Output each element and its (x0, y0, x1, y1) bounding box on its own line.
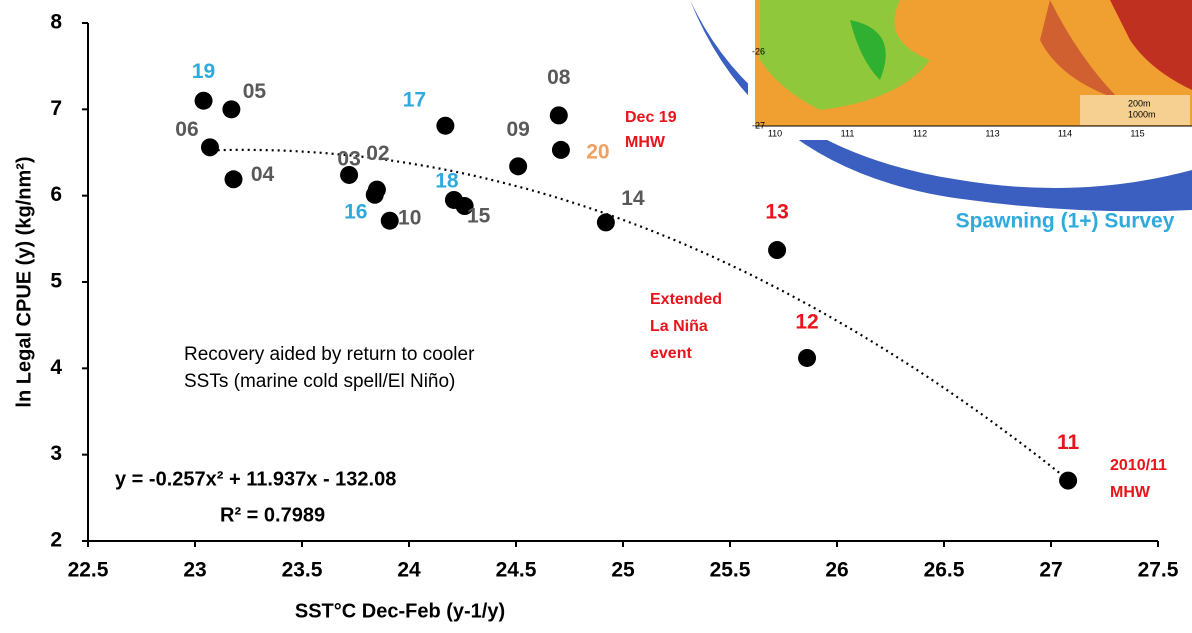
point (195, 92, 213, 110)
map-x-label: 110 (768, 128, 782, 138)
r-squared: R² = 0.7989 (220, 504, 325, 526)
y-axis-label: ln Legal CPUE (y) (kg/nm²) (13, 156, 35, 407)
map-x-label: 112 (913, 128, 927, 138)
x-tick-label: 26 (825, 559, 848, 582)
point (768, 241, 786, 259)
map-x-label: 115 (1130, 128, 1144, 138)
point (225, 170, 243, 188)
x-axis-label: SST°C Dec-Feb (y-1/y) (295, 600, 505, 622)
map-x-label: 113 (985, 128, 999, 138)
point-label: 04 (251, 163, 275, 186)
point-label: 05 (243, 80, 267, 103)
point (222, 100, 240, 118)
x-tick-label: 22.5 (68, 559, 109, 582)
x-tick-label: 24 (397, 559, 421, 582)
annotation: MHW (625, 134, 666, 151)
point-label: 12 (795, 311, 818, 334)
y-tick-label: 8 (50, 11, 62, 34)
map-x-label: 114 (1058, 128, 1072, 138)
annotation: La Niña (650, 318, 708, 335)
chart: 234567822.52323.52424.52525.52626.52727.… (0, 0, 1192, 628)
y-tick-label: 7 (50, 97, 62, 120)
x-tick-label: 25 (611, 559, 635, 582)
point (366, 186, 384, 204)
annotation: Dec 19 (625, 109, 677, 126)
x-tick-label: 24.5 (496, 559, 537, 582)
equation: y = -0.257x² + 11.937x - 132.08 (115, 468, 396, 490)
point (550, 106, 568, 124)
point-label: 11 (1057, 431, 1080, 454)
point-label: 03 (337, 147, 360, 170)
x-tick-label: 23.5 (282, 559, 323, 582)
point (201, 138, 219, 156)
point-label: 02 (366, 142, 389, 165)
point-label: 15 (467, 205, 491, 228)
annotation: MHW (1110, 484, 1151, 501)
y-tick-label: 3 (50, 442, 62, 465)
point-label: 09 (506, 118, 529, 141)
point (381, 212, 399, 230)
map-legend: 1000m (1128, 109, 1156, 119)
map-legend: 200m (1128, 98, 1151, 108)
point (798, 349, 816, 367)
annotation: Extended (650, 291, 722, 308)
point-label: 14 (621, 187, 645, 210)
annotation: Recovery aided by return to cooler (184, 344, 475, 365)
map-y-label: -26 (752, 46, 765, 56)
point-label: 18 (435, 170, 459, 193)
point-label: 10 (398, 206, 421, 229)
annotation: SSTs (marine cold spell/El Niño) (184, 371, 455, 392)
y-tick-label: 5 (50, 270, 62, 293)
map-x-label: 111 (841, 128, 855, 138)
y-tick-label: 6 (50, 183, 62, 206)
y-tick-label: 2 (50, 529, 62, 552)
y-tick-label: 4 (50, 356, 62, 379)
inset (690, 0, 1192, 211)
point-label: 19 (192, 60, 215, 83)
x-tick-label: 25.5 (710, 559, 751, 582)
point-label: 13 (765, 201, 788, 224)
x-tick-label: 23 (183, 559, 206, 582)
map-y-label: -27 (752, 120, 765, 130)
point-label: 17 (403, 88, 426, 111)
point (597, 213, 615, 231)
point-label: 16 (344, 200, 367, 223)
point-label: 06 (175, 118, 198, 141)
annotation: event (650, 345, 692, 362)
x-tick-label: 26.5 (924, 559, 965, 582)
point (509, 157, 527, 175)
x-tick-label: 27 (1039, 559, 1062, 582)
point-label: 20 (586, 140, 609, 163)
annotation: 2010/11 (1110, 457, 1167, 474)
annotation: Spawning (1+) Survey (956, 210, 1175, 233)
x-tick-label: 27.5 (1138, 559, 1179, 582)
point (436, 117, 454, 135)
point (552, 141, 570, 159)
point (1059, 472, 1077, 490)
point-label: 08 (547, 66, 571, 89)
